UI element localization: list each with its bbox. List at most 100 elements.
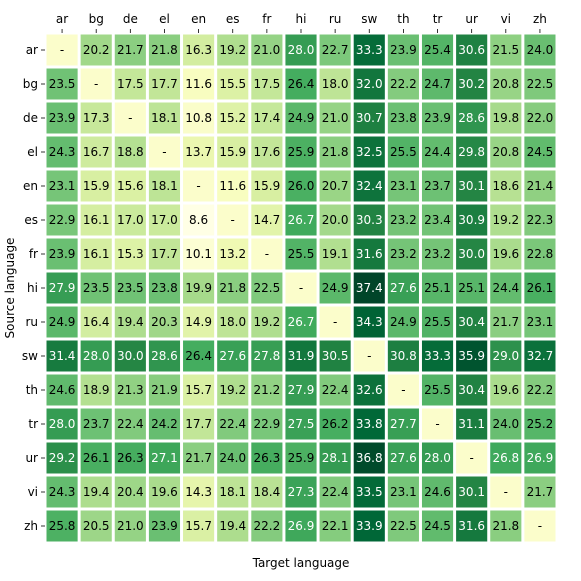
cell-value-label: 22.8: [527, 247, 554, 261]
cell-value-label: 15.3: [117, 247, 144, 261]
heatmap-cell: [524, 34, 556, 66]
heatmap-cell: [46, 408, 78, 440]
cell-value-label: 32.4: [356, 179, 383, 193]
cell-value-label: 30.6: [458, 43, 485, 57]
cell-value-label: 19.6: [492, 247, 519, 261]
heatmap-cell: [46, 476, 78, 508]
heatmap-cell: [251, 442, 283, 474]
x-tick-label: el: [159, 12, 170, 26]
cell-value-label: 18.0: [219, 315, 246, 329]
cell-value-label: 35.9: [458, 349, 485, 363]
heatmap-cell: [285, 102, 317, 134]
cell-value-label: 22.1: [322, 519, 349, 533]
heatmap-cell: [319, 102, 351, 134]
cell-value-label: 22.9: [254, 417, 281, 431]
cell-value-label: 30.5: [322, 349, 349, 363]
heatmap-cell: [421, 34, 454, 66]
cell-value-label: 25.5: [390, 145, 417, 159]
cell-value-label: 30.0: [117, 349, 144, 363]
cell-value-label: 23.1: [390, 179, 417, 193]
cell-value-label: 16.1: [83, 247, 110, 261]
heatmap-cell: [114, 442, 146, 474]
cell-value-label: 27.9: [49, 281, 76, 295]
cell-value-label: 25.5: [424, 383, 451, 397]
heatmap-cell: [524, 408, 556, 440]
heatmap-cell: [319, 306, 351, 338]
cell-value-label: 17.7: [151, 247, 178, 261]
cell-value-label: 23.8: [151, 281, 178, 295]
heatmap-cell: [183, 204, 215, 236]
cell-value-label: 25.9: [288, 451, 315, 465]
cell-value-label: 23.5: [117, 281, 144, 295]
heatmap-cell: [319, 34, 351, 66]
cell-value-label: 27.9: [288, 383, 315, 397]
cell-value-label: 13.7: [185, 145, 212, 159]
heatmap-cell: [524, 476, 556, 508]
heatmap-cell: [456, 204, 488, 236]
heatmap-cell: [456, 136, 488, 168]
heatmap-cell: [46, 272, 78, 304]
x-tick-label: ru: [329, 12, 342, 26]
cell-value-label: 11.6: [185, 77, 212, 91]
cell-value-label: 14.7: [254, 213, 281, 227]
heatmap-cell: [80, 476, 112, 508]
cell-value-label: -: [128, 111, 132, 125]
heatmap-cell: [114, 102, 146, 134]
heatmap-cell: [114, 170, 146, 202]
cell-value-label: 23.7: [83, 417, 110, 431]
cell-value-label: 26.1: [83, 451, 110, 465]
cell-value-label: 25.5: [288, 247, 315, 261]
cell-value-label: 25.9: [288, 145, 315, 159]
cell-value-label: 19.4: [117, 315, 144, 329]
cell-value-label: 27.6: [390, 281, 417, 295]
heatmap-cell: [80, 136, 112, 168]
heatmap-cell: [80, 204, 112, 236]
heatmap-cell: [421, 340, 454, 372]
heatmap-cell: [524, 340, 556, 372]
cell-value-label: 18.0: [322, 77, 349, 91]
cell-value-label: 24.0: [219, 451, 246, 465]
heatmap-cell: [456, 408, 488, 440]
cell-value-label: 30.8: [390, 349, 417, 363]
heatmap-cell: [80, 102, 112, 134]
cell-value-label: 19.6: [151, 485, 178, 499]
heatmap-cell: [46, 374, 78, 406]
heatmap-cell: [353, 476, 385, 508]
heatmap-cell: [353, 34, 385, 66]
heatmap-cell: [285, 68, 317, 100]
cell-value-label: 15.2: [219, 111, 246, 125]
heatmap-cell: [456, 238, 488, 270]
cell-value-label: 27.6: [219, 349, 246, 363]
cell-value-label: 27.6: [390, 451, 417, 465]
cell-value-label: 32.7: [527, 349, 554, 363]
heatmap-cell: [456, 170, 488, 202]
cell-value-label: 24.3: [49, 145, 76, 159]
cell-value-label: 28.0: [288, 43, 315, 57]
heatmap-cell: [319, 136, 351, 168]
cell-value-label: 22.4: [117, 417, 144, 431]
cell-value-label: 21.0: [254, 43, 281, 57]
cell-value-label: 24.0: [492, 417, 519, 431]
heatmap-cell: [387, 204, 419, 236]
x-tick-label: bg: [89, 12, 104, 26]
heatmap-cell: [80, 374, 112, 406]
cell-value-label: 23.2: [424, 247, 451, 261]
heatmap-cell: [251, 204, 283, 236]
heatmap-cell: [421, 408, 454, 440]
heatmap-cell: [251, 510, 283, 542]
heatmap-cell: [46, 442, 78, 474]
heatmap-cell: [217, 68, 249, 100]
heatmap-cell: [387, 136, 419, 168]
heatmap-cell: [217, 408, 249, 440]
heatmap-cell: [148, 374, 181, 406]
heatmap-cell: [456, 272, 488, 304]
cell-value-label: 27.7: [390, 417, 417, 431]
heatmap-cell: [387, 68, 419, 100]
heatmap-cell: [353, 68, 385, 100]
cell-value-label: 28.0: [83, 349, 110, 363]
cell-value-label: 17.5: [117, 77, 144, 91]
cell-value-label: 27.3: [288, 485, 315, 499]
cell-value-label: 21.7: [527, 485, 554, 499]
heatmap-cell: [114, 34, 146, 66]
heatmap-cell: [319, 68, 351, 100]
